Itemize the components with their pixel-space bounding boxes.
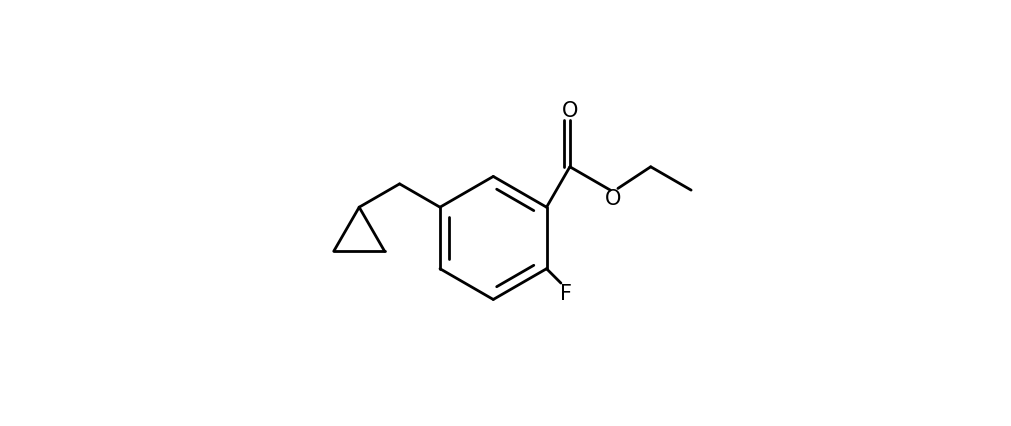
Text: O: O [561, 100, 577, 120]
Text: F: F [560, 283, 572, 303]
Text: O: O [605, 188, 621, 208]
